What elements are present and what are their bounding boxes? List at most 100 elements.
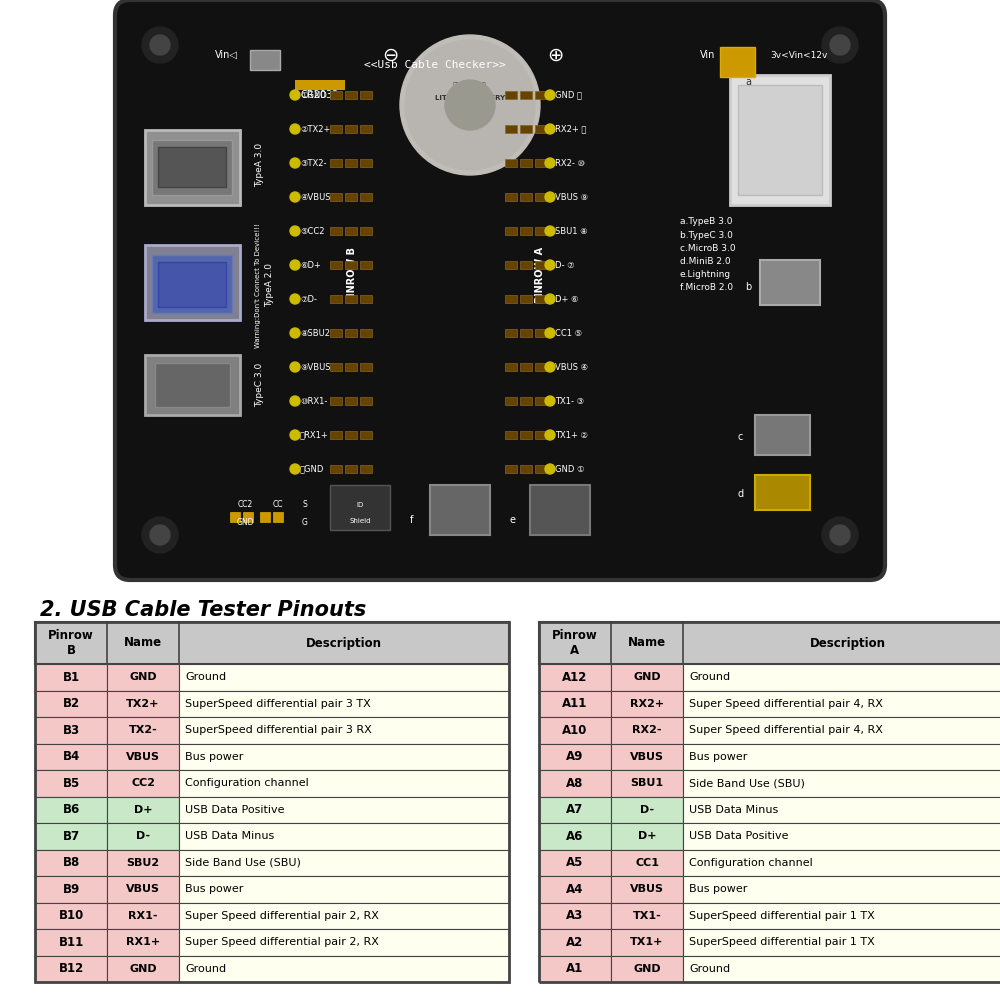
Circle shape [830, 35, 850, 55]
Text: B4: B4 [62, 750, 80, 763]
Bar [345, 295, 357, 303]
Text: LITHIUM BATTERY: LITHIUM BATTERY [435, 95, 505, 101]
Text: TX1-: TX1- [633, 911, 661, 921]
Text: e: e [510, 515, 516, 525]
Bar [505, 329, 517, 337]
Circle shape [545, 328, 555, 338]
Bar [330, 125, 342, 133]
Text: B12: B12 [58, 962, 84, 975]
Bar [35, 902, 107, 929]
Bar [360, 193, 372, 201]
Text: TypeA 3.0: TypeA 3.0 [255, 143, 264, 187]
Circle shape [545, 362, 555, 372]
Bar [250, 50, 280, 70]
Bar [505, 227, 517, 235]
Bar [345, 261, 357, 269]
Bar [539, 902, 611, 929]
Text: G: G [302, 518, 308, 527]
Text: B2: B2 [62, 697, 80, 710]
Bar [145, 355, 240, 415]
Text: Vin: Vin [700, 50, 715, 60]
Text: TX2-: TX2- [129, 725, 157, 735]
Bar [152, 255, 232, 313]
Bar [345, 159, 357, 167]
Bar [520, 125, 532, 133]
Circle shape [290, 430, 300, 440]
Text: Warning:Don't Connect To Device!!!: Warning:Don't Connect To Device!!! [255, 223, 261, 348]
Bar [35, 956, 107, 982]
Circle shape [545, 90, 555, 100]
Text: VBUS ④: VBUS ④ [555, 362, 588, 371]
Circle shape [545, 260, 555, 270]
Text: B9: B9 [62, 883, 80, 896]
Bar [345, 193, 357, 201]
Text: VBUS: VBUS [126, 884, 160, 894]
Bar [179, 690, 509, 717]
Bar [683, 690, 1000, 717]
Bar [345, 125, 357, 133]
Bar [530, 485, 590, 535]
Bar [107, 664, 179, 690]
Text: Ground: Ground [185, 672, 226, 682]
Text: Vin◁: Vin◁ [215, 50, 238, 60]
Bar [535, 397, 547, 405]
Text: ⊖: ⊖ [382, 45, 398, 64]
Bar [611, 664, 683, 690]
Text: Description: Description [306, 637, 382, 650]
Bar [107, 744, 179, 770]
Text: RX1-: RX1- [128, 911, 158, 921]
Bar [179, 823, 509, 850]
Text: Ground: Ground [185, 964, 226, 974]
Bar [535, 295, 547, 303]
Text: ⑪RX1+: ⑪RX1+ [300, 430, 329, 440]
Bar [179, 929, 509, 956]
Bar [505, 295, 517, 303]
Bar [345, 363, 357, 371]
Bar [683, 850, 1000, 876]
Text: B5: B5 [62, 777, 80, 790]
Bar [330, 485, 390, 530]
Text: B1: B1 [62, 671, 80, 684]
Text: A2: A2 [566, 936, 584, 949]
Bar [330, 227, 342, 235]
Text: Bus power: Bus power [185, 884, 243, 894]
Circle shape [545, 192, 555, 202]
Text: ⑤CC2: ⑤CC2 [300, 227, 324, 235]
Text: ⑫GND: ⑫GND [300, 464, 324, 474]
Bar [683, 744, 1000, 770]
Text: Bus power: Bus power [185, 752, 243, 762]
Bar [535, 91, 547, 99]
Text: TX2+: TX2+ [126, 699, 160, 709]
Bar [360, 295, 372, 303]
Circle shape [545, 124, 555, 134]
Text: b: b [745, 282, 751, 292]
Circle shape [545, 226, 555, 236]
Text: SBU2: SBU2 [126, 858, 160, 868]
Bar [360, 397, 372, 405]
Bar [260, 512, 270, 522]
Bar [107, 770, 179, 796]
Bar [520, 227, 532, 235]
Bar [330, 465, 342, 473]
Text: D+ ⑥: D+ ⑥ [555, 294, 578, 304]
Bar [360, 227, 372, 235]
Text: A11: A11 [562, 697, 588, 710]
Bar [535, 159, 547, 167]
Bar [273, 512, 283, 522]
Circle shape [545, 158, 555, 168]
Bar [35, 823, 107, 850]
Text: TX1- ③: TX1- ③ [555, 396, 584, 406]
Text: Shield: Shield [349, 518, 371, 524]
Bar [755, 415, 810, 455]
Bar [345, 227, 357, 235]
Bar [539, 823, 611, 850]
Bar [35, 796, 107, 823]
Text: CR2032: CR2032 [301, 90, 339, 100]
Circle shape [405, 40, 535, 170]
Text: GND: GND [129, 964, 157, 974]
Text: GND: GND [236, 518, 254, 527]
Text: A5: A5 [566, 856, 584, 869]
Bar [539, 956, 611, 982]
Text: Super Speed differential pair 4, RX: Super Speed differential pair 4, RX [689, 725, 883, 735]
Circle shape [545, 430, 555, 440]
